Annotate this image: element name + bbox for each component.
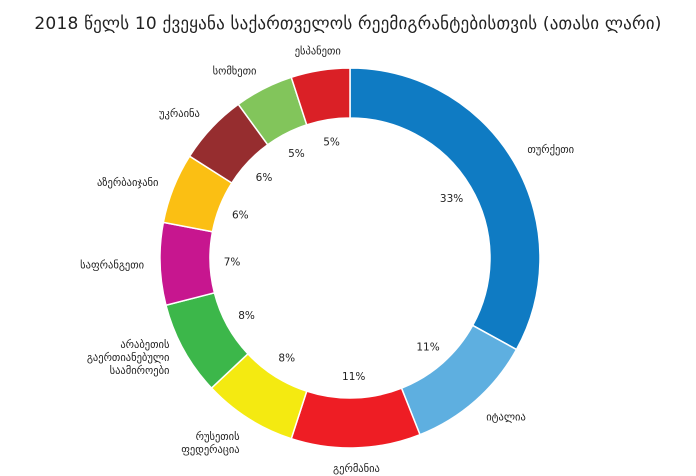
- donut-slice: [349, 67, 541, 351]
- percent-label: 5%: [288, 148, 305, 160]
- category-label-line: საფრანგეთი: [80, 259, 144, 271]
- category-label: აზერბაიჯანი: [97, 177, 159, 189]
- category-label: იტალია: [486, 412, 526, 424]
- percent-label: 8%: [238, 310, 255, 322]
- donut-slices: [159, 67, 541, 449]
- category-label-line: აზერბაიჯანი: [97, 177, 159, 189]
- percent-labels: 33% 11% 11% 8% 8% 7% 6% 6% 5% 5%: [224, 136, 464, 382]
- percent-label: 8%: [278, 353, 295, 365]
- donut-slice: [290, 387, 421, 449]
- category-label: თურქეთი: [527, 144, 574, 156]
- category-label-line: ფედერაცია: [181, 444, 239, 456]
- category-label-line: გერმანია: [333, 463, 380, 475]
- category-label: გერმანია: [333, 463, 380, 475]
- category-label: არაბეთის გაერთიანებული საამიროები: [87, 339, 170, 377]
- category-label-line: გაერთიანებული: [87, 352, 170, 364]
- percent-label: 11%: [342, 371, 365, 383]
- donut-slice: [159, 221, 216, 307]
- percent-label: 6%: [256, 172, 273, 184]
- category-label: საფრანგეთი: [80, 259, 144, 271]
- category-label: სომხეთი: [213, 65, 257, 77]
- donut-slice: [290, 67, 351, 126]
- chart-title: 2018 წელს 10 ქვეყანა საქართველოს რეემიგრ…: [34, 14, 662, 34]
- category-label-line: იტალია: [486, 412, 526, 424]
- category-label-line: სომხეთი: [213, 65, 257, 77]
- category-label-line: ესპანეთი: [295, 46, 341, 58]
- category-label-line: რუსეთის: [196, 431, 240, 443]
- category-label: რუსეთის ფედერაცია: [181, 431, 239, 456]
- percent-label: 5%: [323, 136, 340, 148]
- category-label-line: არაბეთის: [120, 339, 169, 351]
- percent-label: 33%: [440, 193, 463, 205]
- percent-label: 6%: [232, 210, 249, 222]
- category-label: უკრაინა: [159, 108, 200, 120]
- percent-label: 7%: [224, 257, 241, 269]
- category-label-line: საამიროები: [110, 365, 170, 377]
- category-label-line: თურქეთი: [527, 144, 574, 156]
- category-labels: თურქეთი იტალია გერმანია რუსეთის ფედერაცია არა…: [80, 46, 574, 475]
- category-label: ესპანეთი: [295, 46, 341, 58]
- percent-label: 11%: [416, 342, 439, 354]
- category-label-line: უკრაინა: [159, 108, 200, 120]
